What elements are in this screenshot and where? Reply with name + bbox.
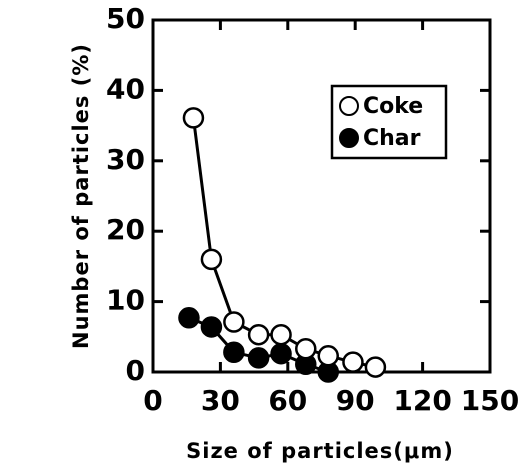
y-tick-label: 20 bbox=[106, 213, 145, 246]
marker bbox=[295, 338, 317, 360]
marker bbox=[182, 107, 205, 129]
legend-label: Coke bbox=[363, 94, 423, 119]
x-tick-label: 90 bbox=[336, 384, 375, 417]
marker bbox=[200, 316, 223, 338]
marker bbox=[270, 323, 292, 346]
y-tick-label: 30 bbox=[106, 143, 145, 176]
y-tick-label: 0 bbox=[126, 354, 145, 387]
x-tick-label: 120 bbox=[393, 384, 451, 417]
y-tick-label: 50 bbox=[106, 2, 145, 35]
marker bbox=[364, 356, 387, 378]
marker bbox=[223, 341, 245, 364]
y-axis-label: Number of particles (%) bbox=[69, 43, 93, 349]
legend-marker bbox=[339, 96, 359, 116]
marker bbox=[270, 342, 292, 365]
x-tick-label: 60 bbox=[268, 384, 307, 417]
legend-label: Char bbox=[363, 126, 421, 151]
marker bbox=[223, 311, 245, 333]
marker bbox=[200, 248, 223, 271]
marker bbox=[317, 345, 339, 367]
x-tick-label: 0 bbox=[143, 384, 162, 417]
x-axis-label: Size of particles(μm) bbox=[186, 439, 454, 463]
marker bbox=[247, 323, 270, 346]
y-tick-label: 40 bbox=[106, 72, 145, 105]
y-tick-label: 10 bbox=[106, 284, 145, 317]
marker bbox=[178, 307, 200, 329]
marker bbox=[247, 347, 270, 369]
x-tick-label: 30 bbox=[201, 384, 240, 417]
legend-marker bbox=[339, 128, 359, 148]
marker bbox=[342, 351, 364, 373]
x-tick-label: 150 bbox=[461, 384, 519, 417]
